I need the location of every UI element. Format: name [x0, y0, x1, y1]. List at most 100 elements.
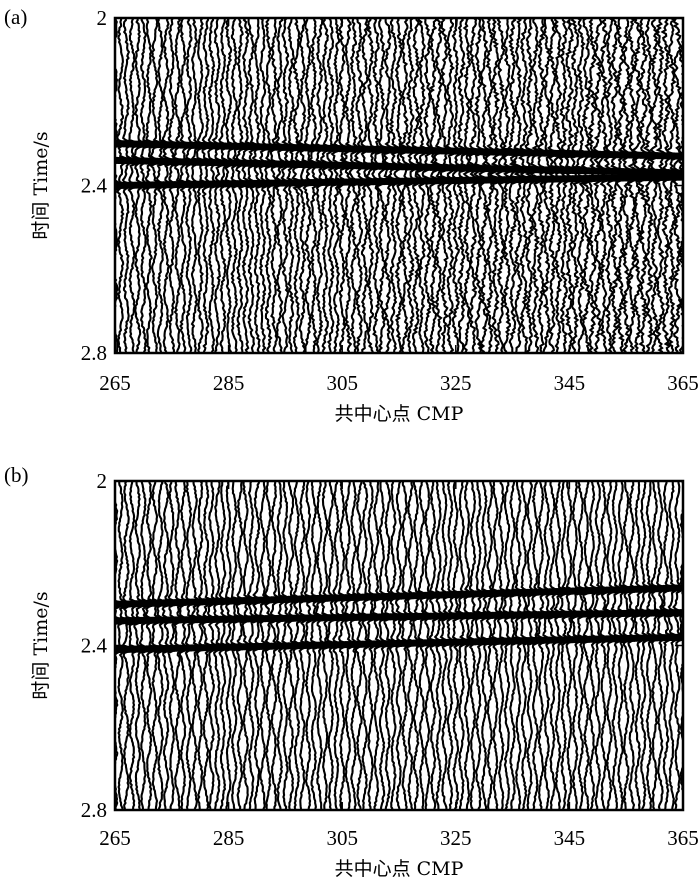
reflector-event — [424, 591, 431, 599]
reflector-event — [339, 614, 346, 622]
seismic-trace — [404, 18, 421, 353]
traces-group — [115, 481, 683, 810]
reflector-event — [645, 609, 653, 617]
x-tick-label: 325 — [440, 371, 472, 395]
reflector-event — [628, 634, 636, 642]
reflector-event — [520, 589, 528, 597]
reflector-event — [577, 175, 584, 183]
reflector-event — [253, 160, 261, 168]
reflector-event — [115, 646, 119, 654]
reflector-event — [668, 584, 675, 592]
reflector-event — [532, 149, 539, 157]
reflector-event — [185, 158, 192, 166]
reflector-event — [287, 144, 295, 152]
reflector-event — [515, 149, 522, 157]
reflector-event — [657, 609, 664, 617]
reflector-event — [634, 151, 641, 159]
seismic-trace — [648, 18, 665, 353]
reflector-event — [134, 645, 141, 653]
reflector-event — [486, 148, 494, 156]
reflector-event — [140, 616, 147, 624]
reflector-event — [537, 166, 545, 174]
reflector-event — [458, 176, 465, 184]
reflector-event — [571, 175, 579, 183]
seismic-trace — [387, 18, 403, 353]
reflector-event — [356, 640, 363, 648]
reflector-event — [180, 616, 187, 624]
reflector-event — [509, 148, 516, 156]
seismic-trace — [569, 18, 586, 353]
reflector-event — [566, 166, 573, 174]
reflector-event — [606, 635, 613, 643]
reflector-event — [441, 177, 448, 185]
reflector-event — [566, 636, 573, 644]
reflector-event — [197, 644, 204, 652]
reflector-event — [418, 163, 425, 171]
reflector-event — [634, 174, 641, 182]
reflector-event — [191, 180, 198, 188]
reflector-event — [651, 585, 658, 593]
reflector-event — [674, 633, 681, 641]
reflector-event — [373, 613, 380, 621]
reflector-event — [157, 616, 164, 624]
reflector-event — [606, 610, 613, 618]
reflector-event — [418, 177, 425, 185]
seismic-trace — [128, 481, 142, 810]
seismic-trace — [428, 18, 442, 353]
reflector-event — [259, 143, 266, 151]
reflector-event — [429, 639, 437, 647]
reflector-event — [231, 643, 238, 651]
reflector-event — [588, 610, 596, 618]
reflector-event — [356, 145, 363, 153]
reflector-event — [543, 588, 550, 596]
reflector-event — [509, 589, 516, 597]
reflector-event — [611, 586, 618, 594]
reflector-event — [304, 641, 312, 649]
reflector-event — [566, 150, 573, 158]
reflector-event — [464, 147, 471, 155]
reflector-event — [327, 614, 334, 622]
reflector-event — [197, 142, 204, 150]
seismic-trace — [622, 481, 637, 809]
reflector-event — [128, 645, 136, 653]
reflector-event — [327, 641, 334, 649]
reflector-event — [464, 176, 471, 184]
reflector-event — [498, 637, 505, 645]
reflector-event — [662, 169, 670, 177]
reflector-event — [435, 147, 442, 155]
reflector-event — [208, 142, 215, 150]
reflector-event — [174, 616, 181, 624]
reflector-event — [390, 592, 397, 600]
reflector-event — [588, 174, 596, 182]
reflector-event — [225, 597, 232, 605]
reflector-event — [282, 143, 289, 151]
reflector-event — [503, 611, 511, 619]
reflector-event — [588, 587, 596, 595]
x-tick-label: 265 — [99, 826, 131, 850]
reflector-event — [242, 597, 249, 605]
reflector-event — [390, 177, 397, 185]
seismic-trace — [494, 18, 510, 353]
reflector-event — [446, 591, 454, 599]
x-tick-label: 305 — [326, 371, 358, 395]
reflector-event — [202, 598, 210, 606]
reflector-event — [554, 149, 562, 157]
reflector-event — [520, 175, 528, 183]
reflector-event — [242, 180, 249, 188]
reflector-event — [424, 163, 431, 171]
reflector-event — [475, 612, 482, 620]
reflector-event — [674, 152, 681, 160]
reflector-event — [157, 141, 164, 149]
reflector-event — [412, 163, 420, 171]
reflector-event — [526, 175, 533, 183]
reflector-event — [327, 594, 334, 602]
reflector-event — [418, 639, 425, 647]
reflector-event — [356, 178, 363, 186]
reflector-event — [549, 636, 556, 644]
reflector-event — [674, 584, 681, 592]
seismic-trace — [524, 18, 541, 353]
reflector-event — [435, 591, 442, 599]
reflector-event — [191, 158, 198, 166]
reflector-event — [464, 638, 471, 646]
reflector-event — [645, 151, 653, 159]
